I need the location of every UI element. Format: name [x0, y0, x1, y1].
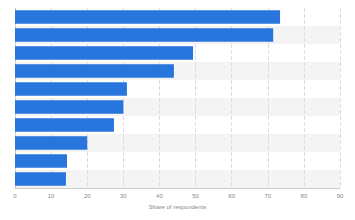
svg-text:40: 40 — [156, 193, 163, 199]
svg-text:60: 60 — [228, 193, 235, 199]
svg-text:0: 0 — [13, 193, 17, 199]
svg-text:Share of respondents: Share of respondents — [149, 204, 206, 210]
svg-text:50: 50 — [192, 193, 199, 199]
svg-text:10: 10 — [48, 193, 55, 199]
svg-text:70: 70 — [264, 193, 271, 199]
svg-text:90: 90 — [337, 193, 344, 199]
svg-text:20: 20 — [84, 193, 91, 199]
svg-text:30: 30 — [120, 193, 127, 199]
svg-text:80: 80 — [301, 193, 308, 199]
